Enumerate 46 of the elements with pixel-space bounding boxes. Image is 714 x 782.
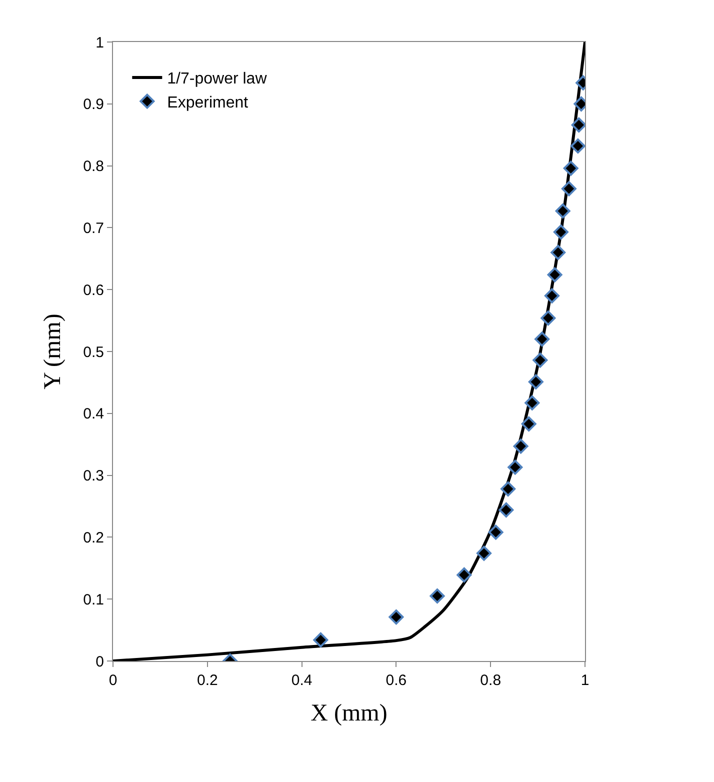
point [561,181,576,196]
point [544,288,560,304]
x-tick-label: 0.4 [291,672,312,689]
point [532,352,548,368]
point [540,310,556,326]
x-axis-title: X (mm) [310,700,388,726]
point [313,632,328,648]
y-tick-label: 1 [96,34,104,52]
y-tick-label: 0.8 [83,158,104,176]
y-tick-label: 0.1 [83,591,104,608]
x-tick-label: 0.8 [480,672,502,689]
point [571,117,585,132]
y-axis-title: Y (mm) [40,314,66,390]
x-tick-label: 0 [108,672,118,689]
point [476,546,492,561]
point [524,395,540,410]
point [430,588,445,604]
point [456,567,472,582]
point [388,610,404,625]
y-tick-label: 0.4 [83,406,104,423]
point [553,224,568,240]
point [500,481,516,496]
x-tick-label: 1 [580,672,590,689]
point [534,332,550,347]
point [488,524,504,540]
point [521,416,536,432]
y-tick-label: 0.6 [83,282,104,299]
y-tick-label: 0.7 [83,220,104,237]
point [550,244,566,260]
y-tick-label: 0.2 [83,529,104,546]
legend-label: Experiment [167,94,249,112]
point [513,438,528,454]
point [547,267,562,282]
y-tick-label: 0.9 [83,96,104,114]
y-tick-label: 0 [96,653,104,670]
point [528,374,544,390]
point [570,138,585,154]
x-tick-label: 0.6 [386,672,407,689]
point [555,203,570,218]
y-tick-label: 0.3 [83,468,104,485]
y-tick-label: 0.5 [83,344,104,361]
x-tick-label: 0.2 [196,672,218,689]
point [498,502,514,518]
legend-label: 1/7-power law [167,70,268,88]
point [508,460,523,475]
point [563,160,578,176]
